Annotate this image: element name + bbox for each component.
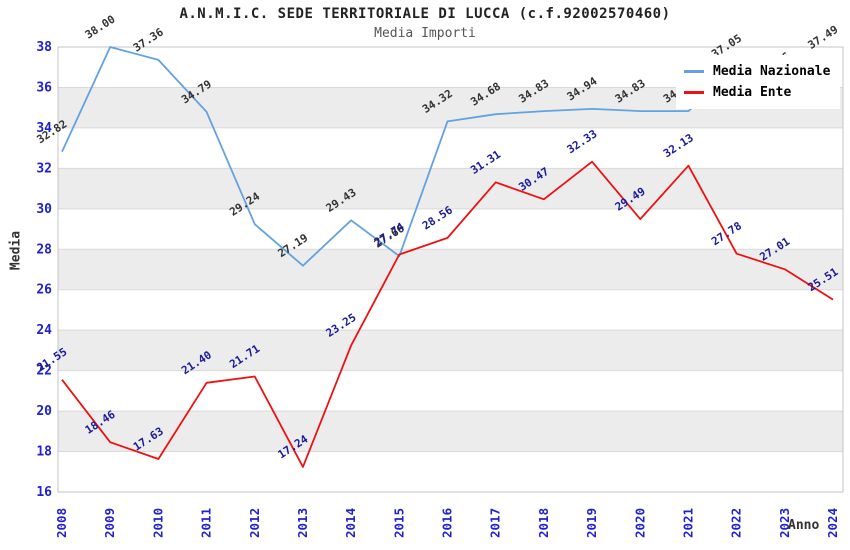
data-label-media-nazionale: 37.36	[131, 25, 166, 54]
x-tick-label: 2015	[391, 508, 406, 538]
y-tick-label: 28	[36, 242, 52, 257]
data-label-media-ente: 32.33	[565, 127, 600, 156]
data-label-media-ente: 32.13	[661, 131, 696, 160]
y-tick-label: 32	[36, 161, 52, 176]
x-tick-label: 2023	[777, 508, 792, 538]
x-tick-label: 2020	[632, 508, 647, 538]
plot-band	[58, 330, 843, 371]
y-tick-label: 30	[36, 202, 52, 217]
y-tick-label: 38	[36, 40, 52, 55]
y-tick-label: 24	[36, 323, 52, 338]
x-tick-label: 2018	[536, 508, 551, 538]
x-tick-label: 2021	[680, 508, 695, 538]
data-label-media-ente: 27.78	[709, 219, 744, 248]
legend-item-media-ente: Media Ente	[684, 82, 830, 103]
x-tick-label: 2010	[150, 508, 165, 538]
x-tick-label: 2009	[102, 508, 117, 538]
chart-title: A.N.M.I.C. SEDE TERRITORIALE DI LUCCA (c…	[179, 6, 671, 22]
x-tick-label: 2012	[247, 508, 262, 538]
x-tick-label: 2014	[343, 508, 358, 538]
x-tick-label: 2013	[295, 508, 310, 538]
plot-band	[58, 411, 843, 452]
x-tick-label: 2017	[488, 508, 503, 538]
x-tick-label: 2022	[729, 508, 744, 538]
y-tick-label: 20	[36, 404, 52, 419]
legend-label: Media Ente	[713, 85, 792, 100]
x-tick-label: 2024	[825, 508, 840, 538]
y-axis-title: Media	[8, 230, 24, 271]
x-tick-label: 2008	[54, 508, 69, 538]
legend-label: Media Nazionale	[713, 64, 831, 79]
plot-border	[57, 46, 844, 493]
y-tick-label: 26	[36, 283, 52, 298]
x-axis-title: Anno	[788, 518, 820, 533]
y-tick-label: 18	[36, 445, 52, 460]
plot-band	[58, 249, 843, 290]
chart-subtitle: Media Importi	[374, 26, 476, 41]
data-label-media-nazionale: 38.00	[83, 13, 118, 42]
legend-line-swatch-red	[684, 91, 704, 94]
y-tick-label: 36	[36, 80, 52, 95]
x-tick-label: 2016	[440, 508, 455, 538]
x-tick-label: 2019	[584, 508, 599, 538]
series-line-media-ente	[61, 160, 834, 468]
y-tick-label: 16	[36, 485, 52, 500]
legend: Media Nazionale Media Ente	[676, 55, 841, 109]
x-tick-label: 2011	[199, 508, 214, 538]
y-tick-label: 22	[36, 364, 52, 379]
legend-line-swatch-blue	[684, 70, 704, 73]
legend-item-media-nazionale: Media Nazionale	[684, 61, 830, 82]
y-tick-label: 34	[36, 121, 52, 136]
plot-band	[58, 168, 843, 209]
